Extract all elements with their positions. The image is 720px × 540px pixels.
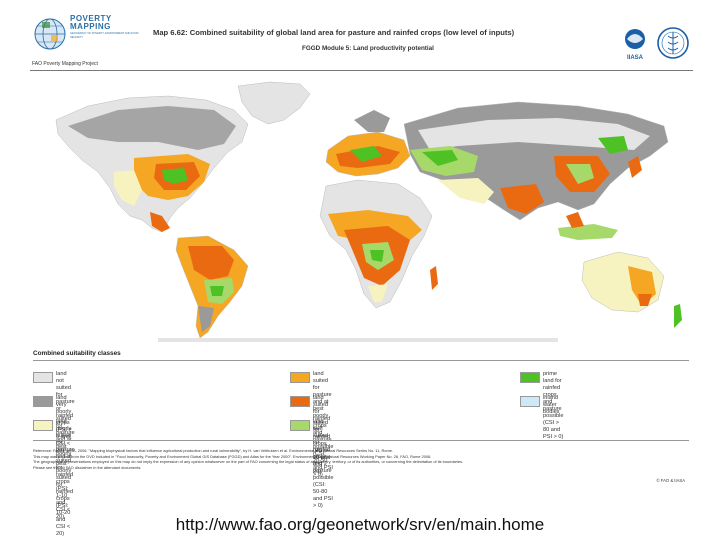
legend-swatch bbox=[33, 372, 53, 383]
legend-title: Combined suitability classes bbox=[33, 350, 121, 357]
iiasa-label: IIASA bbox=[627, 55, 644, 61]
header: POVERTY MAPPING GEOGRAPHY OF POVERTY, EN… bbox=[30, 12, 693, 74]
logo-title-line2: MAPPING bbox=[70, 22, 111, 31]
copyright: © FAO & IIASA bbox=[656, 478, 685, 483]
project-label: FAO Poverty Mapping Project bbox=[32, 61, 98, 67]
footer-disclaimer: The geographical representations employe… bbox=[33, 459, 464, 465]
legend-label: land well suited for rainfed crops and p… bbox=[313, 419, 334, 509]
legend-label: land suited for pasture and at best poor… bbox=[313, 371, 332, 475]
legend-divider bbox=[33, 360, 689, 361]
indonesia-landmass bbox=[558, 224, 618, 240]
japan-landmass bbox=[628, 156, 642, 178]
iiasa-logo-icon: IIASA bbox=[625, 29, 645, 61]
footer-see-disclaimer: Please see the full FAO disclaimer in th… bbox=[33, 464, 142, 470]
footer-notes: Reference: FAO & IIASA, 2006. "Mapping b… bbox=[33, 448, 689, 470]
legend-swatch bbox=[290, 420, 310, 431]
source-url: http://www.fao.org/geonetwork/srv/en/mai… bbox=[175, 515, 545, 534]
legend-label: prime land for rainfed crops and pasture… bbox=[543, 371, 564, 440]
fao-logo-icon bbox=[657, 27, 689, 59]
legend-label: land not suited for pasture or rainfed c… bbox=[56, 371, 75, 454]
poverty-mapping-globe-icon bbox=[34, 18, 66, 50]
legend-label: inland water bodies bbox=[543, 395, 560, 415]
map-subtitle: FGGD Module 5: Land productivity potenti… bbox=[302, 45, 434, 52]
greenland-landmass bbox=[237, 81, 311, 125]
legend-swatch bbox=[290, 396, 310, 407]
legend-swatch bbox=[33, 396, 53, 407]
legend-swatch bbox=[33, 420, 53, 431]
logo-title-line1: POVERTY bbox=[70, 14, 112, 23]
legend-swatch bbox=[520, 372, 540, 383]
footer-source: This map was printed from the DVD includ… bbox=[33, 453, 432, 459]
footer-reference: Reference: FAO & IIASA, 2006. "Mapping b… bbox=[33, 448, 393, 453]
footer-divider bbox=[33, 440, 689, 441]
new-zealand-landmass bbox=[674, 304, 682, 328]
legend-swatch bbox=[290, 372, 310, 383]
poverty-mapping-logo: POVERTY MAPPING GEOGRAPHY OF POVERTY, EN… bbox=[70, 15, 150, 39]
legend-swatch bbox=[520, 396, 540, 407]
world-suitability-map bbox=[38, 80, 688, 342]
madagascar-landmass bbox=[430, 266, 438, 290]
map-title: Map 6.62: Combined suitability of global… bbox=[153, 28, 515, 37]
legend-label: land poorly suited for pasture and at be… bbox=[56, 419, 75, 537]
header-divider bbox=[30, 70, 693, 71]
legend-label: land very poorly suited for pasture and … bbox=[56, 395, 75, 520]
map-slide: POVERTY MAPPING GEOGRAPHY OF POVERTY, EN… bbox=[30, 12, 693, 537]
logo-subtitle: GEOGRAPHY OF POVERTY, ENVIRONMENT AND FO… bbox=[70, 32, 139, 39]
